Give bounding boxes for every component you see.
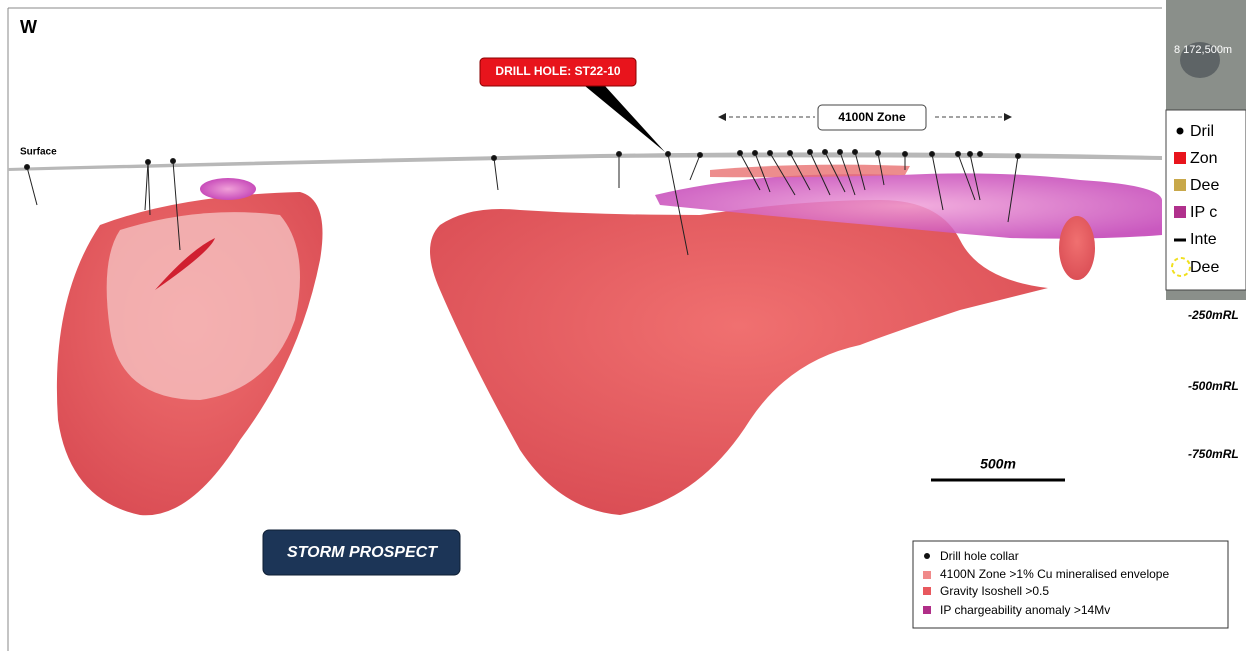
- legend-symbol: [923, 587, 931, 595]
- inset-legend-item: Dee: [1190, 177, 1219, 194]
- inset-legend-item: IP c: [1190, 204, 1217, 221]
- depth-label: -500mRL: [1188, 379, 1239, 393]
- drill-hole-label: DRILL HOLE: ST22-10: [495, 64, 620, 78]
- zone-arrow: [1004, 113, 1012, 121]
- legend-symbol: [923, 571, 931, 579]
- ip-body: [655, 173, 1162, 239]
- gravity-body: [1059, 216, 1095, 280]
- ip-body: [200, 178, 256, 200]
- surface-label: Surface: [20, 147, 57, 158]
- gravity-body: [430, 200, 1048, 515]
- legend: [912, 540, 1229, 629]
- prospect-box: [262, 529, 461, 576]
- inset-feature: [1180, 42, 1220, 78]
- inset-legend-item: Zon: [1190, 150, 1218, 167]
- inset-legend-item: Dril: [1190, 123, 1214, 140]
- inset-symbol: [1174, 152, 1186, 164]
- legend-symbol: [923, 606, 931, 614]
- zone-arrow: [718, 113, 726, 121]
- depth-label: -750mRL: [1188, 447, 1239, 461]
- zone-body: [710, 164, 910, 178]
- drill-holes: [24, 149, 1021, 256]
- legend-item: Drill hole collar: [940, 549, 1019, 563]
- prospect-label: STORM PROSPECT: [287, 544, 438, 561]
- zone-body: [106, 212, 301, 400]
- legend-item: 4100N Zone >1% Cu mineralised envelope: [940, 567, 1169, 581]
- inset-symbol: [1171, 257, 1191, 277]
- inset-coordinate: 8 172,500m: [1174, 44, 1232, 56]
- depth-label: -250mRL: [1188, 308, 1239, 322]
- inset-symbol: [1174, 179, 1186, 191]
- legend-symbol: [924, 553, 930, 559]
- legend-item: Gravity Isoshell >0.5: [940, 584, 1049, 598]
- inset-legend-item: Dee: [1190, 259, 1219, 276]
- inset-legend-item: Inte: [1190, 231, 1217, 248]
- inset-symbol: [1176, 127, 1184, 135]
- surface: [8, 152, 1162, 171]
- zone-body: [155, 238, 215, 290]
- zone-label: 4100N Zone: [838, 110, 906, 124]
- inset-symbol: [1174, 206, 1186, 218]
- inset-legend: [1165, 109, 1246, 291]
- scale-label: 500m: [980, 456, 1016, 472]
- direction-label: W: [20, 17, 37, 37]
- drill-hole-callout: [479, 57, 637, 87]
- zone-box: [817, 104, 927, 131]
- callout-pointer: [585, 86, 665, 152]
- legend-item: IP chargeability anomaly >14Mv: [940, 603, 1110, 617]
